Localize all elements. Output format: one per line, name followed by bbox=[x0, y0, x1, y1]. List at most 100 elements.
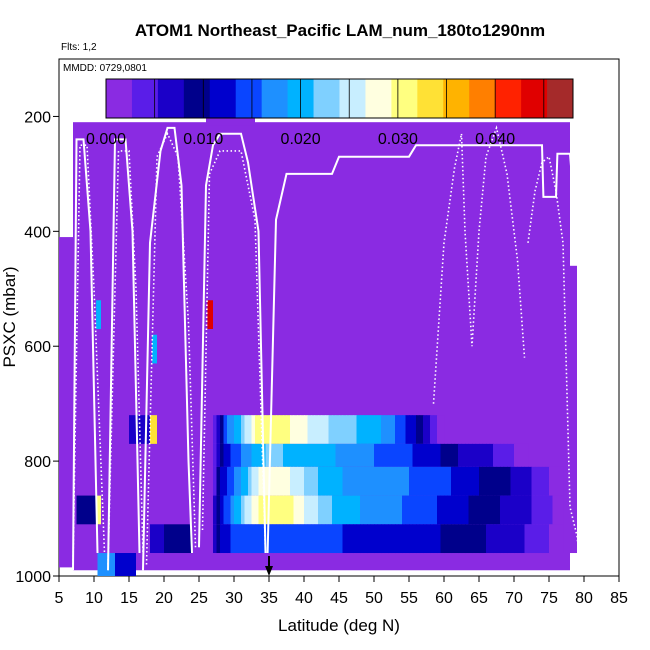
heatmap-cell bbox=[465, 443, 470, 467]
y-tick-label: 600 bbox=[24, 339, 51, 356]
heatmap-cell bbox=[433, 443, 438, 467]
heatmap-cell bbox=[381, 443, 386, 467]
heatmap-cell bbox=[503, 443, 508, 467]
plot-area bbox=[59, 93, 577, 576]
heatmap-cell bbox=[258, 466, 263, 496]
heatmap-cell bbox=[304, 415, 309, 444]
heatmap-cell bbox=[342, 495, 347, 525]
heatmap-cell bbox=[262, 415, 267, 444]
heatmap-cell bbox=[230, 524, 235, 554]
heatmap-cell bbox=[220, 415, 225, 444]
heatmap-cell bbox=[311, 415, 316, 444]
heatmap-cell bbox=[496, 466, 501, 496]
heatmap-cell bbox=[398, 443, 403, 467]
heatmap-cell bbox=[346, 524, 351, 554]
heatmap-cell bbox=[486, 495, 491, 525]
heatmap-cell bbox=[444, 524, 449, 554]
heatmap-cell bbox=[482, 466, 487, 496]
heatmap-cell bbox=[227, 524, 232, 554]
heatmap-cell bbox=[521, 443, 526, 467]
heatmap-cell bbox=[356, 495, 361, 525]
heatmap-cell bbox=[493, 495, 498, 525]
heatmap-cell bbox=[440, 524, 445, 554]
heatmap-cell bbox=[244, 443, 249, 467]
heatmap-cell bbox=[276, 524, 281, 554]
heatmap-cell bbox=[409, 466, 414, 496]
heatmap-cell bbox=[451, 495, 456, 525]
heatmap-cell bbox=[423, 524, 428, 554]
heatmap-cell bbox=[304, 466, 309, 496]
heatmap-cell bbox=[363, 524, 368, 554]
heatmap-cell bbox=[475, 495, 480, 525]
heatmap-cell bbox=[374, 495, 379, 525]
heatmap-cell bbox=[251, 466, 256, 496]
heatmap-cell bbox=[300, 524, 305, 554]
x-tick-label: 30 bbox=[225, 590, 243, 607]
heatmap-cell bbox=[356, 524, 361, 554]
heatmap-cell bbox=[479, 443, 484, 467]
colorbar-segment bbox=[261, 79, 289, 118]
heatmap-cell bbox=[96, 300, 101, 329]
heatmap-cell bbox=[412, 415, 417, 444]
heatmap-cell bbox=[440, 415, 445, 444]
heatmap-cell bbox=[223, 415, 228, 444]
heatmap-cell bbox=[325, 524, 330, 554]
heatmap-cell bbox=[430, 495, 435, 525]
heatmap-cell bbox=[314, 495, 319, 525]
heatmap-cell bbox=[241, 466, 246, 496]
heatmap-cell bbox=[524, 524, 529, 554]
heatmap-cell bbox=[426, 415, 431, 444]
heatmap-cell bbox=[430, 415, 435, 444]
heatmap-cell bbox=[248, 415, 253, 444]
heatmap-cell bbox=[269, 466, 274, 496]
heatmap-cell bbox=[454, 443, 459, 467]
y-tick-label: 200 bbox=[24, 109, 51, 126]
heatmap-cell bbox=[293, 524, 298, 554]
heatmap-cell bbox=[258, 495, 263, 525]
heatmap-cell bbox=[76, 495, 100, 525]
heatmap-cell bbox=[381, 466, 386, 496]
heatmap-cell bbox=[321, 495, 326, 525]
heatmap-cell bbox=[510, 524, 515, 554]
heatmap-cell bbox=[363, 495, 368, 525]
heatmap-cell bbox=[402, 524, 407, 554]
heatmap-cell bbox=[97, 553, 115, 576]
colorbar-segment bbox=[157, 79, 185, 118]
heatmap-cell bbox=[367, 524, 372, 554]
heatmap-cell bbox=[241, 443, 246, 467]
heatmap-cell bbox=[412, 495, 417, 525]
heatmap-cell bbox=[150, 524, 164, 554]
flight-profiles bbox=[72, 125, 582, 571]
heatmap-cell bbox=[510, 443, 515, 467]
heatmap-cell bbox=[412, 524, 417, 554]
heatmap-cell bbox=[454, 466, 459, 496]
x-axis-label: Latitude (deg N) bbox=[278, 616, 400, 635]
heatmap-cell bbox=[514, 466, 519, 496]
heatmap-cell bbox=[255, 495, 260, 525]
heatmap-cell bbox=[545, 495, 550, 525]
heatmap-cell bbox=[549, 524, 554, 554]
heatmap-cell bbox=[451, 524, 456, 554]
heatmap-cell bbox=[444, 495, 449, 525]
heatmap-cell bbox=[384, 466, 389, 496]
heatmap-cell bbox=[237, 443, 242, 467]
heatmap-cell bbox=[332, 466, 337, 496]
heatmap-cell bbox=[489, 495, 494, 525]
heatmap-cell bbox=[426, 495, 431, 525]
heatmap-cell bbox=[325, 443, 330, 467]
heatmap-cell bbox=[342, 415, 347, 444]
heatmap-cell bbox=[556, 495, 561, 525]
heatmap-cell bbox=[388, 466, 393, 496]
colorbar-tick-label: 0.030 bbox=[378, 131, 418, 148]
heatmap-cell bbox=[244, 495, 249, 525]
heatmap-cell bbox=[96, 495, 101, 525]
heatmap-cell bbox=[258, 524, 263, 554]
heatmap-cell bbox=[339, 443, 344, 467]
heatmap-cell bbox=[335, 443, 340, 467]
heatmap-cell bbox=[356, 443, 361, 467]
heatmap-cell bbox=[335, 524, 340, 554]
heatmap-cell bbox=[325, 415, 330, 444]
heatmap-cell bbox=[437, 495, 442, 525]
heatmap-cell bbox=[479, 466, 484, 496]
